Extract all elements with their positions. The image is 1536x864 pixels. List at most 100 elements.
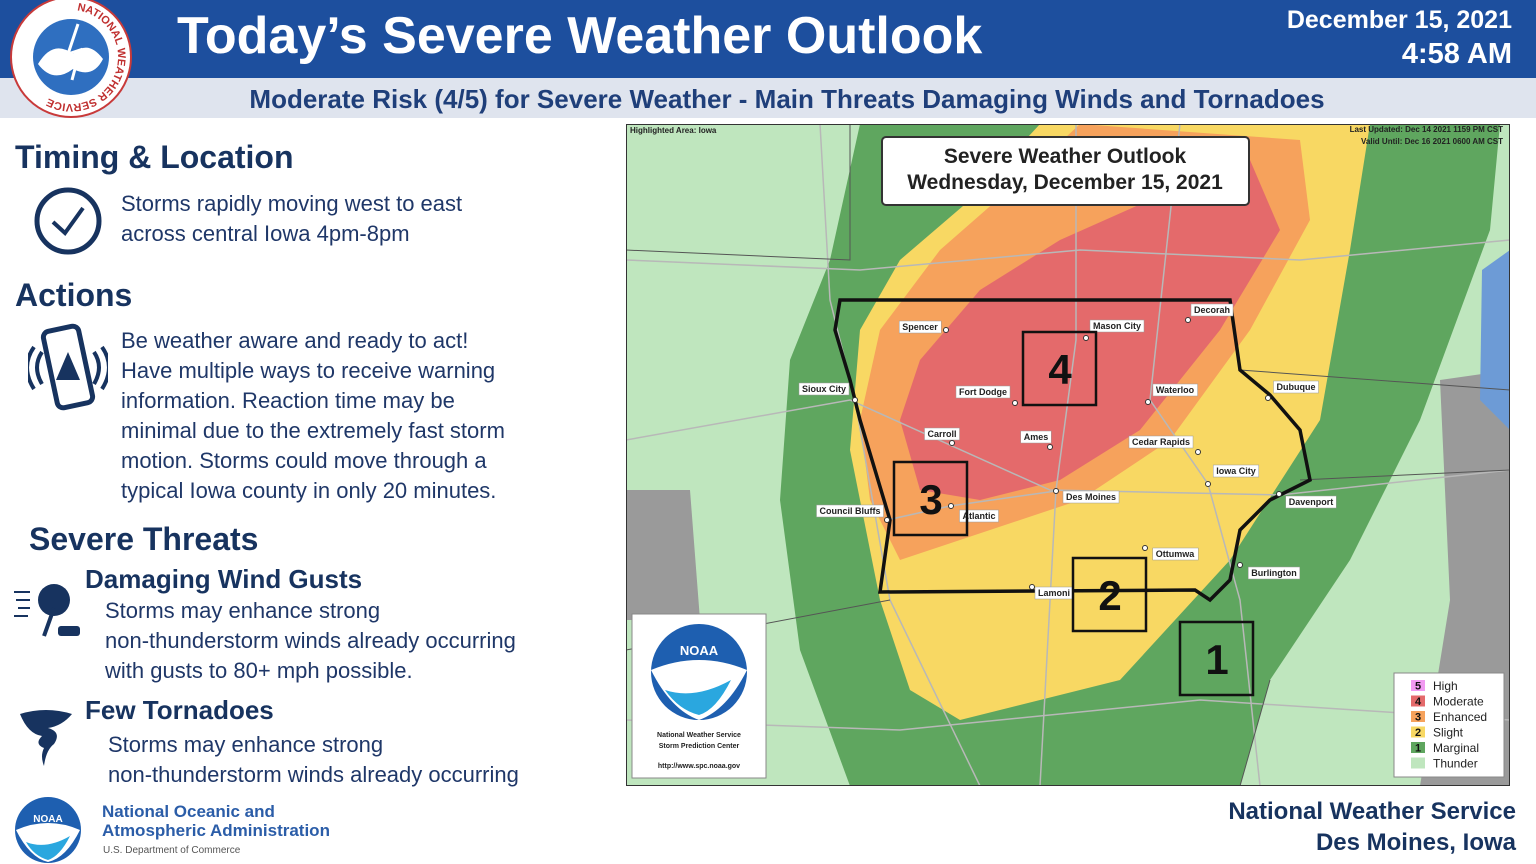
legend-number: 2 <box>1415 727 1421 739</box>
text-line: across central Iowa 4pm-8pm <box>121 221 410 246</box>
city-label: Des Moines <box>1066 492 1116 502</box>
lake <box>1480 250 1510 430</box>
threat-title: Few Tornadoes <box>85 695 274 725</box>
city-label: Fort Dodge <box>959 387 1007 397</box>
city-label-bg <box>955 385 1011 399</box>
city-dot <box>884 517 890 523</box>
city-dot <box>1047 444 1053 450</box>
text-line: Storms may enhance strong <box>105 598 381 623</box>
city-label-bg <box>1212 464 1260 478</box>
text-line: Storms may enhance strong <box>108 732 384 757</box>
legend-swatch <box>1411 726 1425 738</box>
office-location: Des Moines, Iowa <box>1315 829 1516 856</box>
city-dot <box>1265 395 1271 401</box>
legend-label: Moderate <box>1433 695 1484 709</box>
paragraph: Be weather aware and ready to act! Have m… <box>121 326 505 506</box>
time: 4:58 AM <box>1401 38 1512 70</box>
risk-box <box>1071 556 1148 633</box>
clock-icon <box>34 187 102 255</box>
legend-swatch <box>1411 711 1425 722</box>
city-dot <box>949 440 955 446</box>
paragraph: Storms rapidly moving west to east across… <box>121 189 462 249</box>
city-dot <box>1185 317 1191 323</box>
legend-swatch <box>1411 680 1425 691</box>
threat-title: Damaging Wind Gusts <box>85 564 363 594</box>
iowa-outline <box>833 298 1312 603</box>
tornado-icon <box>20 710 72 766</box>
roads <box>626 124 1510 786</box>
text-line: with gusts to 80+ mph possible. <box>105 658 413 683</box>
city-label: Burlington <box>1251 568 1297 578</box>
phone-icon <box>28 323 108 411</box>
city-label: Atlantic <box>962 511 995 521</box>
city-label-bg <box>1152 383 1198 397</box>
text-line: typical Iowa county in only 20 minutes. <box>121 478 497 503</box>
legend-number: 5 <box>1415 681 1421 693</box>
agency: National Oceanic and <box>102 802 275 821</box>
city-dot <box>1205 481 1211 487</box>
agency: Atmospheric Administration <box>102 821 330 840</box>
legend-swatch <box>1411 742 1425 753</box>
legend-swatch <box>1411 695 1425 707</box>
city-label-bg <box>1089 319 1145 333</box>
risk-number: 1 <box>1205 636 1228 683</box>
city-dot <box>852 397 858 403</box>
city-dot <box>1237 562 1243 568</box>
section-heading: Actions <box>15 277 133 313</box>
city-dot <box>1053 488 1059 494</box>
noaa-logo-band <box>651 660 747 720</box>
no-data-area <box>626 490 700 620</box>
legend-label: Thunder <box>1433 757 1478 771</box>
city-label: Council Bluffs <box>820 506 881 516</box>
noaa-footer-logo: NOAA <box>15 797 81 863</box>
city-label: Lamoni <box>1038 588 1070 598</box>
city-label: Davenport <box>1289 497 1334 507</box>
text-line: Have multiple ways to receive warning <box>121 358 496 383</box>
city-dot <box>1195 449 1201 455</box>
city-label: Dubuque <box>1277 382 1316 392</box>
map-title-box <box>881 136 1250 206</box>
map-note: Highlighted Area: Iowa <box>630 126 717 135</box>
legend-number: 3 <box>1415 712 1421 724</box>
city-label: Carroll <box>927 429 956 439</box>
legend-label: High <box>1433 679 1458 693</box>
city-dot <box>1276 491 1282 497</box>
city-label-bg <box>1285 495 1337 509</box>
city-label-bg <box>1152 547 1199 561</box>
legend-number: 1 <box>1415 743 1421 755</box>
legend-label: Marginal <box>1433 741 1479 755</box>
legend-label: Enhanced <box>1433 710 1487 724</box>
city-dot <box>948 503 954 509</box>
map-note: Valid Until: Dec 16 2021 0600 AM CST <box>1361 137 1503 146</box>
text-line: minimal due to the extremely fast storm <box>121 418 505 443</box>
risk-number: 2 <box>1098 572 1121 619</box>
city-label: Iowa City <box>1216 466 1256 476</box>
city-label-bg <box>1248 566 1300 580</box>
map-title: Severe Weather Outlook <box>944 145 1187 168</box>
city-label: Decorah <box>1194 305 1230 315</box>
text-line: non-thunderstorm winds already occurring <box>105 628 516 653</box>
legend-number: 4 <box>1415 696 1422 708</box>
city-label-bg <box>898 320 942 334</box>
city-label-bg <box>1020 430 1052 444</box>
city-label: Ames <box>1024 432 1049 442</box>
wind-icon <box>14 584 80 637</box>
city-dot <box>1145 399 1151 405</box>
city-dot <box>1029 584 1035 590</box>
text-line: non-thunderstorm winds already occurring <box>108 762 519 787</box>
text-line: Be weather aware and ready to act! <box>121 328 469 353</box>
risk-box <box>1178 620 1255 697</box>
city-label: Spencer <box>902 322 938 332</box>
noaa-caption: Storm Prediction Center <box>659 743 740 750</box>
risk-box <box>1021 330 1098 407</box>
city-dot <box>1012 400 1018 406</box>
text-line: Storms rapidly moving west to east <box>121 191 463 216</box>
section-heading: Timing & Location <box>15 139 294 175</box>
city-label: Ottumwa <box>1156 549 1195 559</box>
paragraph: Storms may enhance strong non-thunderstor… <box>108 730 519 790</box>
legend-swatch <box>1411 757 1425 769</box>
legend-label: Slight <box>1433 726 1464 740</box>
city-label: Mason City <box>1093 321 1141 331</box>
noaa-logo-text: NOAA <box>680 643 719 658</box>
